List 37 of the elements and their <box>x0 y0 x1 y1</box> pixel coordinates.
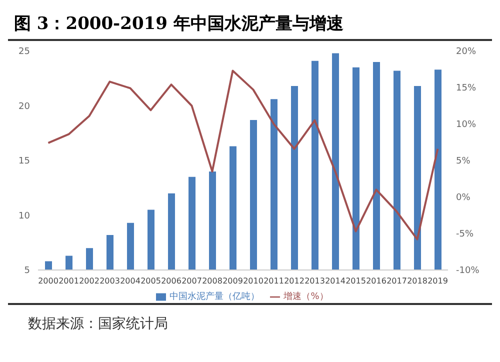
x-tick-label: 2015 <box>346 276 366 286</box>
legend-label: 中国水泥产量（亿吨） <box>170 292 260 302</box>
y-tick-label: 15 <box>18 156 30 167</box>
x-tick-label: 2013 <box>304 276 325 286</box>
y-tick-label: 5 <box>24 266 30 276</box>
x-tick-label: 2004 <box>120 276 140 286</box>
x-tick-label: 2016 <box>366 276 386 286</box>
x-tick-label: 2007 <box>182 276 202 286</box>
x-tick-label: 2009 <box>222 276 243 286</box>
x-tick-label: 2012 <box>284 276 304 286</box>
x-tick-label: 2003 <box>100 276 120 286</box>
y2-tick-label: 5% <box>456 156 471 167</box>
x-tick-label: 2005 <box>140 276 161 286</box>
y2-tick-label: 10% <box>456 120 476 130</box>
x-tick-label: 2001 <box>58 276 79 286</box>
y2-tick-label: 0% <box>456 193 471 204</box>
legend-label: 增速（%） <box>284 292 328 302</box>
y2-tick-label: 20% <box>456 47 476 58</box>
source-note: 数据来源：国家统计局 <box>8 303 492 343</box>
x-tick-label: 2010 <box>243 276 264 286</box>
x-tick-label: 2018 <box>407 276 428 286</box>
x-tick-label: 2000 <box>38 276 58 286</box>
x-tick-label: 2014 <box>325 276 346 286</box>
x-tick-label: 2002 <box>79 276 100 286</box>
x-tick-label: 2006 <box>161 276 182 286</box>
x-tick-label: 2008 <box>202 276 222 286</box>
y2-tick-label: -5% <box>456 230 474 240</box>
x-tick-label: 2011 <box>264 276 284 286</box>
chart-title: 图 3：2000-2019 年中国水泥产量与增速 <box>8 8 492 41</box>
y2-tick-label: 15% <box>456 84 476 94</box>
x-tick-label: 2019 <box>428 276 448 286</box>
y-tick-label: 10 <box>18 211 30 222</box>
y2-tick-label: -10% <box>456 266 480 276</box>
line-series <box>47 70 439 240</box>
y-tick-label: 20 <box>18 102 30 112</box>
y-tick-label: 25 <box>18 47 30 58</box>
x-tick-label: 2017 <box>386 276 407 286</box>
